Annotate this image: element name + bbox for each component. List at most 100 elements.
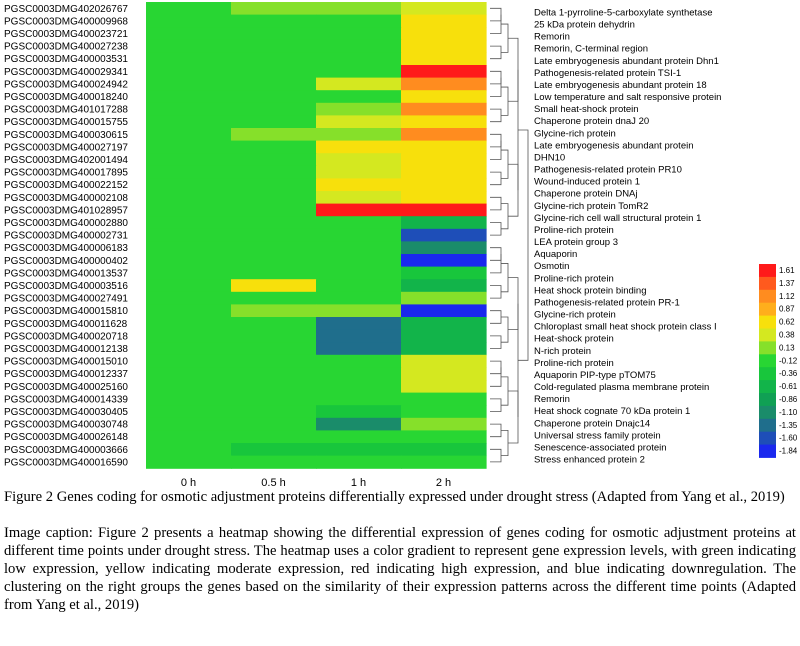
heatmap-cell	[146, 27, 232, 41]
heatmap-cell	[231, 279, 317, 293]
legend-label: -1.35	[779, 421, 798, 430]
protein-label: Aquaporin	[534, 249, 577, 260]
protein-label: Proline-rich protein	[534, 225, 614, 236]
heatmap-cell	[401, 443, 487, 457]
legend-label: -0.61	[779, 382, 798, 391]
heatmap-cell	[401, 228, 487, 242]
dendrogram-branch	[490, 247, 502, 261]
heatmap-cell	[231, 254, 317, 268]
heatmap-cell	[231, 317, 317, 331]
dendrogram-branch	[518, 129, 529, 361]
dendrogram-branch	[501, 149, 509, 179]
gene-label: PGSC0003DMG400012138	[4, 344, 128, 355]
heatmap-cell	[401, 77, 487, 91]
heatmap-cell	[316, 367, 402, 381]
heatmap-cell	[316, 417, 402, 431]
column-label: 0.5 h	[261, 477, 285, 488]
dendrogram-branch	[490, 254, 502, 274]
gene-label: PGSC0003DMG400015755	[4, 117, 128, 128]
legend-swatch	[759, 264, 776, 278]
heatmap-cell	[316, 216, 402, 230]
dendrogram-branch	[490, 140, 502, 160]
dendrogram-branch	[490, 310, 502, 324]
heatmap-cell	[316, 354, 402, 368]
heatmap-cell	[231, 392, 317, 406]
protein-labels: Delta 1-pyrroline-5-carboxylate syntheta…	[534, 8, 721, 466]
gene-label: PGSC0003DMG400002731	[4, 231, 128, 242]
heatmap-cell	[316, 254, 402, 268]
heatmap-cell	[401, 455, 487, 469]
legend-label: 1.61	[779, 266, 795, 275]
legend-label: 0.38	[779, 331, 795, 340]
heatmap-cell	[316, 90, 402, 104]
protein-label: Glycine-rich protein TomR2	[534, 201, 648, 212]
gene-label: PGSC0003DMG400006183	[4, 243, 128, 254]
heatmap-cell	[316, 2, 402, 16]
gene-label: PGSC0003DMG400003666	[4, 445, 128, 456]
dendrogram-branch	[501, 23, 509, 53]
heatmap-cell	[401, 354, 487, 368]
dendrogram-branch	[508, 37, 519, 102]
legend-swatch	[759, 431, 776, 445]
image-caption: Image caption: Figure 2 presents a heatm…	[4, 525, 796, 613]
heatmap-cell	[231, 329, 317, 343]
heatmap-cell	[401, 2, 487, 16]
dendrogram-branch	[490, 367, 502, 387]
heatmap-cell	[146, 191, 232, 205]
heatmap-cell	[231, 128, 317, 142]
legend-label: 0.62	[779, 318, 795, 327]
heatmap-cell	[146, 216, 232, 230]
heatmap-cell	[401, 153, 487, 167]
gene-label: PGSC0003DMG400024942	[4, 79, 128, 90]
heatmap-cell	[316, 128, 402, 142]
gene-label: PGSC0003DMG400000402	[4, 256, 128, 267]
figure-caption: Figure 2 Genes coding for osmotic adjust…	[4, 489, 785, 505]
dendrogram-branch	[508, 277, 519, 330]
gene-label: PGSC0003DMG400020718	[4, 331, 128, 342]
protein-label: Late embryogenesis abundant protein 18	[534, 80, 707, 91]
gene-label: PGSC0003DMG400030748	[4, 420, 128, 431]
protein-label: Stress enhanced protein 2	[534, 455, 645, 466]
dendrogram-branch	[508, 163, 519, 217]
protein-label: Senescence-associated protein	[534, 442, 667, 453]
heatmap-cell	[316, 342, 402, 356]
heatmap-cell	[146, 115, 232, 129]
heatmap-cell	[231, 367, 317, 381]
gene-label: PGSC0003DMG400017895	[4, 168, 128, 179]
protein-label: Chaperone protein dnaJ 20	[534, 116, 649, 127]
legend-swatch	[759, 405, 776, 420]
heatmap-cell	[231, 266, 317, 280]
heatmap-cell	[231, 342, 317, 356]
heatmap-cell	[401, 291, 487, 305]
heatmap-cell	[146, 266, 232, 280]
legend-swatch	[759, 444, 776, 458]
heatmap-cell	[231, 65, 317, 79]
heatmap-cell	[231, 291, 317, 305]
heatmap-cell	[231, 455, 317, 469]
heatmap-cell	[146, 405, 232, 419]
heatmap-cell	[401, 266, 487, 280]
legend-swatch	[759, 315, 776, 329]
dendrogram-branch	[490, 133, 502, 148]
heatmap-cell	[146, 153, 232, 167]
legend-label: 1.12	[779, 292, 795, 301]
heatmap-cell	[316, 14, 402, 28]
heatmap-figure: PGSC0003DMG402026767PGSC0003DMG400009968…	[4, 2, 798, 488]
legend-label: 1.37	[779, 279, 795, 288]
legend-swatch	[759, 380, 776, 394]
heatmap-cell	[401, 241, 487, 255]
heatmap-cell	[401, 90, 487, 104]
heatmap-cell	[231, 102, 317, 116]
heatmap-cell	[401, 254, 487, 268]
heatmap-cell	[231, 228, 317, 242]
dendrogram	[490, 7, 529, 463]
protein-label: Aquaporin PIP-type pTOM75	[534, 370, 656, 381]
heatmap-cell	[401, 128, 487, 142]
heatmap-cell	[231, 14, 317, 28]
gene-label: PGSC0003DMG400022152	[4, 180, 128, 191]
gene-label: PGSC0003DMG400018240	[4, 92, 128, 103]
dendrogram-branch	[490, 45, 502, 60]
heatmap-cell	[231, 77, 317, 91]
protein-label: Small heat-shock protein	[534, 104, 639, 115]
heatmap-cell	[401, 191, 487, 205]
